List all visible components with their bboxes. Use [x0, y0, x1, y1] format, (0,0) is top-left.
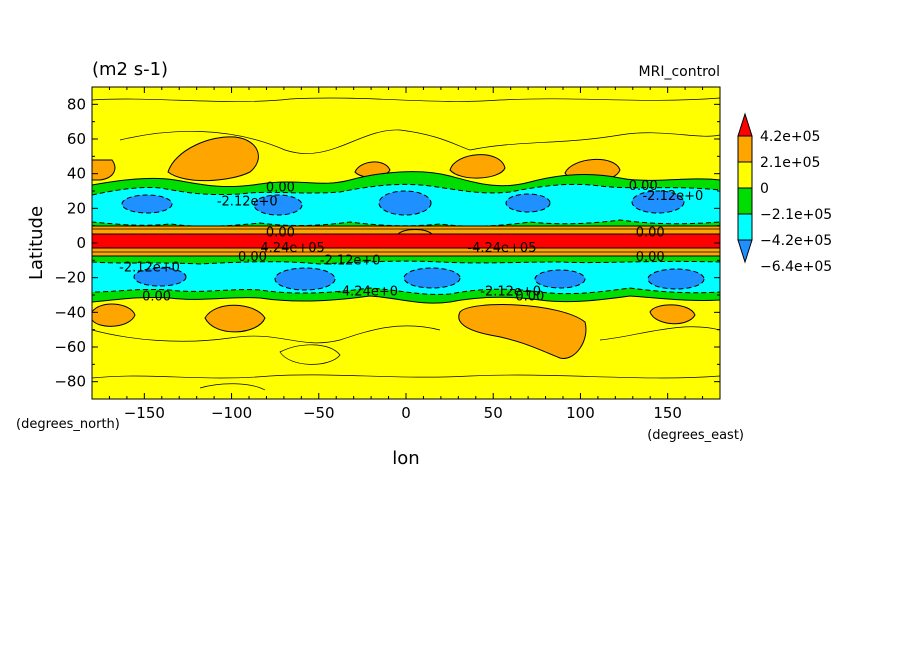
- colorbar-swatch: [737, 161, 753, 189]
- contour-label: -4.24e+05: [467, 241, 536, 256]
- blue-core-north-3: [378, 190, 432, 216]
- colorbar-label: −2.1e+05: [760, 207, 832, 223]
- x-units-label: (degrees_east): [647, 428, 744, 443]
- colorbar-label: 4.2e+05: [760, 129, 820, 145]
- blue-core-south-4: [534, 269, 586, 289]
- y-tick-label: −80: [54, 373, 86, 391]
- colorbar-label: 0: [760, 181, 769, 197]
- y-axis-label: Latitude: [26, 206, 47, 280]
- y-tick-label: −20: [54, 269, 86, 287]
- y-units-label: (degrees_north): [16, 417, 120, 432]
- orange-region-north-2: [92, 159, 116, 181]
- x-tick-label: 100: [566, 404, 595, 422]
- contour-label: -2.12e+0: [217, 194, 278, 209]
- x-tick-label: 150: [653, 404, 682, 422]
- plot-area: 0.00-2.12e+00.004.24e+050.00 -2.12e+0-2.1…: [92, 87, 720, 399]
- y-tick-label: 20: [67, 199, 86, 217]
- y-tick-label: 40: [67, 165, 86, 183]
- contour-line-south-pole: [199, 383, 266, 391]
- orange-region-north-3: [449, 154, 506, 179]
- red-band-equator: [92, 233, 720, 249]
- colorbar: 4.2e+05 2.1e+05 0 −2.1e+05 −4.2e+05 −6.4e+05: [737, 112, 832, 275]
- colorbar-label: −4.2e+05: [760, 233, 832, 249]
- x-tick-label: 50: [484, 404, 503, 422]
- blue-core-south-1: [133, 267, 187, 287]
- orange-region-south-1: [92, 303, 136, 327]
- contour-label: 0.00: [238, 250, 267, 265]
- blue-core-north-4: [505, 193, 551, 213]
- contour-line-north-mid: [119, 129, 720, 154]
- x-axis: −150 −100 −50 0 50 100 150: [108, 87, 704, 422]
- colorbar-label: −6.4e+05: [760, 259, 832, 275]
- blue-core-north-2: [253, 194, 303, 216]
- colorbar-swatch: [737, 239, 753, 264]
- orange-notch-equator: [396, 229, 434, 235]
- blue-core-south-3: [403, 267, 461, 289]
- colorbar-label: 2.1e+05: [760, 155, 820, 171]
- y-axis: 80 60 40 20 0 −20 −40 −60 −80: [54, 86, 720, 400]
- x-tick-label: −150: [124, 404, 165, 422]
- contour-label: -2.12e+0: [642, 189, 703, 204]
- contour-line-south-low: [92, 374, 720, 379]
- contour-label: 0.00: [515, 290, 544, 305]
- chart-subtitle: MRI_control: [639, 64, 720, 80]
- y-tick-label: 60: [67, 130, 86, 148]
- contour-label: 0.00: [636, 250, 665, 265]
- blue-core-north-5: [631, 190, 685, 214]
- contour-labels: 0.00-2.12e+00.004.24e+050.00 -2.12e+0-2.1…: [119, 179, 703, 305]
- colorbar-swatch: [737, 112, 753, 137]
- contour-label: 0.00: [629, 179, 658, 194]
- orange-region-north-1: [167, 136, 259, 182]
- blue-core-south-2: [274, 267, 336, 291]
- colorbar-swatch: [737, 135, 753, 163]
- blue-core-north-1: [121, 194, 173, 214]
- x-tick-label: 0: [401, 404, 411, 422]
- chart-title: (m2 s-1): [92, 59, 168, 80]
- y-tick-label: 80: [67, 95, 86, 113]
- y-tick-label: 0: [76, 234, 86, 252]
- contour-label: 4.24e+05: [260, 241, 324, 256]
- contour-label: 0.00: [142, 290, 171, 305]
- contour-label: 0.00: [636, 226, 665, 241]
- contour-label: -2.12e+0: [480, 285, 541, 300]
- contour-label: 0.00: [266, 226, 295, 241]
- blue-core-south-5: [647, 268, 705, 290]
- y-tick-label: −40: [54, 303, 86, 321]
- x-axis-label: lon: [392, 448, 419, 469]
- contour-line-south-blob: [279, 344, 341, 365]
- contour-line-south-mid: [92, 325, 720, 344]
- orange-region-south-3: [458, 304, 587, 359]
- contour-line-north-high: [92, 97, 720, 102]
- orange-region-south-4: [649, 304, 696, 325]
- colorbar-swatch: [737, 187, 753, 215]
- x-tick-label: −50: [303, 404, 335, 422]
- contour-label: -4.24e+0: [337, 285, 398, 300]
- x-tick-label: −100: [211, 404, 252, 422]
- y-tick-label: −60: [54, 338, 86, 356]
- contour-label: -2.12e+0: [320, 253, 381, 268]
- contour-label: 0.00: [266, 181, 295, 196]
- orange-region-south-2: [204, 304, 266, 333]
- colorbar-swatch: [737, 213, 753, 241]
- contour-label: -2.12e+0: [119, 260, 180, 275]
